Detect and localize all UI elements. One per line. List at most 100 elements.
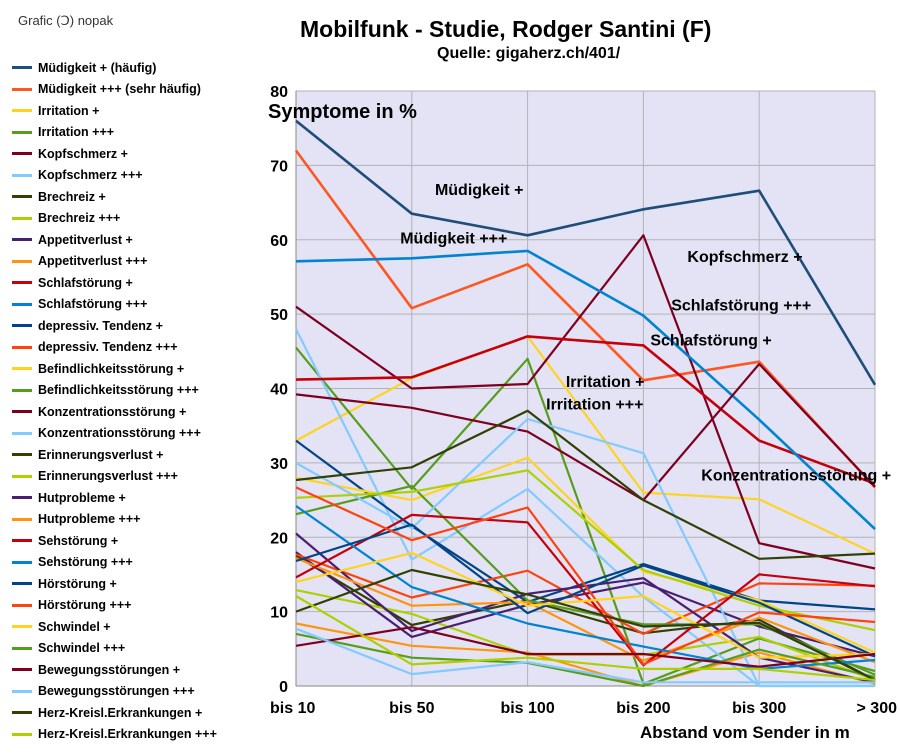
y-tick-label: 20 <box>270 530 288 547</box>
annotation-label: Müdigkeit +++ <box>400 230 507 247</box>
series-line <box>295 627 875 684</box>
x-tick-label: bis 50 <box>389 700 434 717</box>
legend-item: Müdigkeit +++ (sehr häufig) <box>12 79 262 101</box>
series-line <box>295 505 876 671</box>
legend-label: Bewegungsstörungen +++ <box>38 684 195 699</box>
series-line <box>295 513 876 667</box>
legend-label: Erinnerungsverlust +++ <box>38 469 178 484</box>
legend-swatch <box>12 711 32 715</box>
legend-label: Bewegungsstörungen + <box>38 662 181 677</box>
legend-swatch <box>12 560 32 564</box>
x-tick-label: bis 100 <box>500 700 554 717</box>
series-layer <box>294 119 877 688</box>
legend-label: Erinnerungsverlust + <box>38 447 164 462</box>
tick-labels: 0 10 20 30 40 50 60 70 80 bis 10 bis 50 bis 100 bis … <box>270 84 897 717</box>
series-line <box>295 626 876 668</box>
legend-swatch <box>12 130 32 134</box>
series-line <box>295 119 877 386</box>
legend-swatch <box>12 453 32 457</box>
legend-swatch <box>12 539 32 543</box>
x-tick-label: bis 200 <box>616 700 670 717</box>
series-line <box>294 149 876 489</box>
legend-label: Befindlichkeitsstörung + <box>38 361 185 376</box>
legend-swatch <box>12 388 32 392</box>
legend-label: depressiv. Tendenz + <box>38 318 163 333</box>
y-tick-label: 80 <box>270 84 288 101</box>
legend-item: Sehstörung +++ <box>12 552 262 574</box>
legend-label: Herz-Kreisl.Erkrankungen +++ <box>38 727 217 742</box>
series-line <box>295 469 876 632</box>
legend-item: Sehstörung + <box>12 530 262 552</box>
legend-label: Konzentrationsstörung +++ <box>38 426 201 441</box>
legend-label: Appetitverlust + <box>38 232 133 247</box>
annotation-label: Müdigkeit + <box>435 182 523 199</box>
legend-item: Brechreiz + <box>12 186 262 208</box>
legend-swatch <box>12 517 32 521</box>
series-line <box>295 362 876 502</box>
legend-label: Herz-Kreisl.Erkrankungen + <box>38 705 203 720</box>
legend-item: Irritation + <box>12 100 262 122</box>
annotation-label: Schlafstörung +++ <box>671 297 811 314</box>
annotation-label: Irritation + <box>566 374 645 391</box>
series-line <box>295 553 876 636</box>
legend-swatch <box>12 173 32 177</box>
series-line <box>295 595 876 682</box>
legend-label: depressiv. Tendenz +++ <box>38 340 178 355</box>
annotation-label: Konzentrationsstörung + <box>701 468 891 485</box>
annotation-label: Schlafstörung + <box>650 332 771 349</box>
legend-swatch <box>12 324 32 328</box>
legend-item: Konzentrationsstörung + <box>12 401 262 423</box>
legend-item: Müdigkeit + (häufig) <box>12 57 262 79</box>
legend-item: Schwindel + <box>12 616 262 638</box>
legend-item: Bewegungsstörungen + <box>12 659 262 681</box>
legend-item: Kopfschmerz +++ <box>12 165 262 187</box>
legend-label: Müdigkeit +++ (sehr häufig) <box>38 82 201 97</box>
legend-item: Befindlichkeitsstörung +++ <box>12 380 262 402</box>
legend-item: Befindlichkeitsstörung + <box>12 358 262 380</box>
legend-swatch <box>12 109 32 113</box>
series-line <box>295 417 875 688</box>
legend-item: depressiv. Tendenz + <box>12 315 262 337</box>
series-line <box>295 249 876 531</box>
legend-item: Schlafstörung + <box>12 272 262 294</box>
x-tick-label: > 300 <box>857 700 898 717</box>
legend-item: Konzentrationsstörung +++ <box>12 423 262 445</box>
legend-label: Sehstörung +++ <box>38 555 133 570</box>
x-axis-label: Abstand vom Sender in m <box>640 723 850 742</box>
x-tick-label: bis 300 <box>732 700 786 717</box>
legend-label: Sehstörung + <box>38 533 119 548</box>
legend-swatch <box>12 152 32 156</box>
legend-swatch <box>12 582 32 586</box>
legend-label: Befindlichkeitsstörung +++ <box>38 383 199 398</box>
y-tick-label: 0 <box>279 679 288 696</box>
series-line <box>295 234 876 570</box>
legend-label: Appetitverlust +++ <box>38 254 148 269</box>
legend-item: Erinnerungsverlust +++ <box>12 466 262 488</box>
legend-swatch <box>12 87 32 91</box>
legend-label: Brechreiz +++ <box>38 211 121 226</box>
legend-label: Schlafstörung + <box>38 275 133 290</box>
chart-subtitle: Quelle: gigaherz.ch/401/ <box>437 45 621 62</box>
legend-label: Kopfschmerz + <box>38 146 128 161</box>
legend-label: Irritation +++ <box>38 125 115 140</box>
legend-item: Appetitverlust + <box>12 229 262 251</box>
legend-label: Schwindel + <box>38 619 111 634</box>
series-line <box>295 568 876 681</box>
legend-swatch <box>12 689 32 693</box>
legend-label: Irritation + <box>38 103 100 118</box>
series-line <box>295 557 876 664</box>
y-tick-label: 50 <box>270 307 288 324</box>
legend-swatch <box>12 216 32 220</box>
y-tick-label: 10 <box>270 605 288 622</box>
legend-item: Hutprobleme + <box>12 487 262 509</box>
legend-swatch <box>12 646 32 650</box>
y-tick-label: 70 <box>270 158 288 175</box>
legend-swatch <box>12 195 32 199</box>
legend-swatch <box>12 367 32 371</box>
legend-swatch <box>12 302 32 306</box>
legend-item: Schlafstörung +++ <box>12 294 262 316</box>
legend-item: depressiv. Tendenz +++ <box>12 337 262 359</box>
series-line <box>295 335 876 485</box>
legend-label: Schlafstörung +++ <box>38 297 148 312</box>
